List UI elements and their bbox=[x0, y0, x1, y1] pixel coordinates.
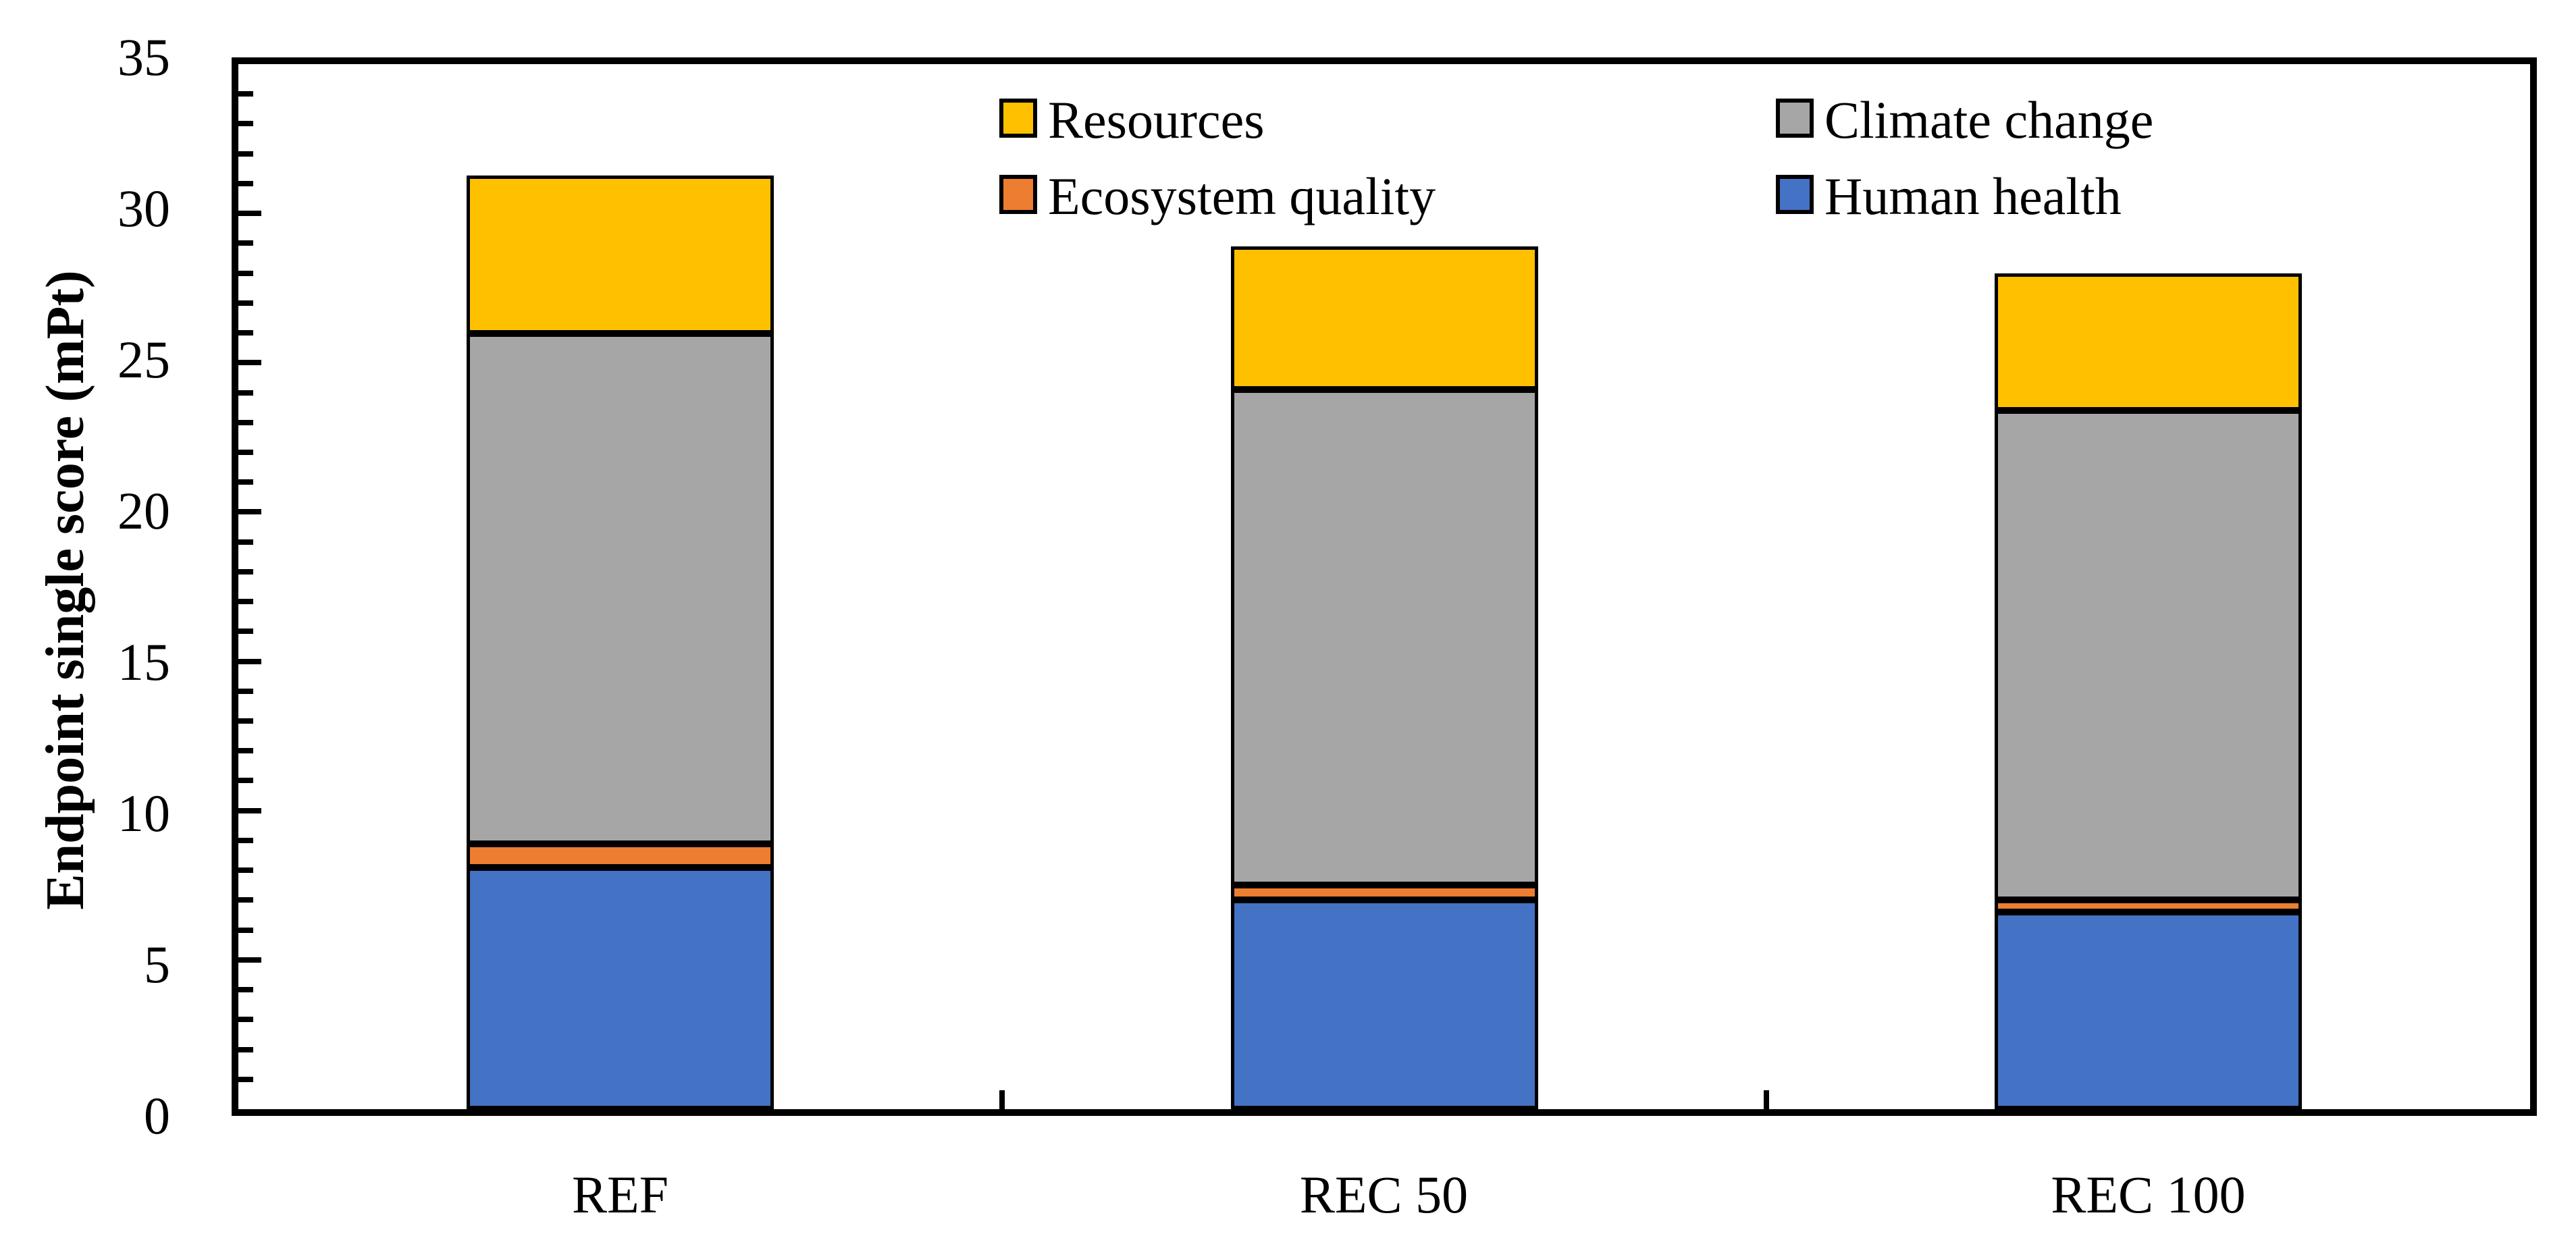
legend-label-resources: Resources bbox=[1048, 90, 1265, 149]
y-axis-tick-label: 15 bbox=[117, 633, 170, 691]
y-axis-major-tick bbox=[238, 957, 261, 963]
y-axis-minor-tick bbox=[238, 987, 253, 993]
y-axis-minor-tick bbox=[238, 837, 253, 843]
x-category-label-rec50: REC 50 bbox=[1299, 1165, 1469, 1224]
bar-segment-ref-resources bbox=[467, 176, 774, 333]
y-axis-tick-label: 5 bbox=[144, 935, 170, 994]
y-axis-minor-tick bbox=[238, 121, 253, 127]
y-axis-major-tick bbox=[238, 360, 261, 366]
bar-segment-ref-human-health bbox=[467, 867, 774, 1109]
bar-segment-ref-ecosystem-quality bbox=[467, 844, 774, 867]
y-axis-minor-tick bbox=[238, 927, 253, 933]
x-category-label-rec100: REC 100 bbox=[2051, 1165, 2246, 1224]
y-axis-minor-tick bbox=[238, 568, 253, 574]
y-axis-minor-tick bbox=[238, 240, 253, 246]
y-axis-tick-label: 20 bbox=[117, 481, 170, 540]
y-axis-minor-tick bbox=[238, 897, 253, 903]
y-axis-minor-tick bbox=[238, 330, 253, 336]
y-axis-minor-tick bbox=[238, 449, 253, 455]
bar-segment-rec-50-human-health bbox=[1230, 900, 1538, 1109]
y-axis-minor-tick bbox=[238, 748, 253, 754]
legend-label-human-health: Human health bbox=[1824, 167, 2122, 225]
bar-segment-rec-50-climate-change bbox=[1230, 390, 1538, 885]
legend-swatch-resources bbox=[999, 99, 1037, 138]
legend-swatch-human-health bbox=[1776, 175, 1814, 214]
bar-segment-rec-50-resources bbox=[1230, 246, 1538, 390]
bar-segment-ref-climate-change bbox=[467, 333, 774, 844]
y-axis-minor-tick bbox=[238, 539, 253, 545]
y-axis-minor-tick bbox=[238, 718, 253, 724]
y-axis-minor-tick bbox=[238, 778, 253, 784]
y-axis-tick-label: 0 bbox=[144, 1086, 170, 1145]
y-axis-minor-tick bbox=[238, 628, 253, 635]
legend-label-climate-change: Climate change bbox=[1824, 90, 2154, 149]
x-axis-category-tick bbox=[1763, 1090, 1769, 1109]
y-axis-minor-tick bbox=[238, 599, 253, 605]
y-axis-minor-tick bbox=[238, 180, 253, 186]
y-axis-minor-tick bbox=[238, 151, 253, 157]
legend-label-ecosystem-quality: Ecosystem quality bbox=[1048, 167, 1436, 225]
x-axis-category-tick bbox=[999, 1090, 1005, 1109]
y-axis-minor-tick bbox=[238, 688, 253, 694]
y-axis-tick-label: 30 bbox=[117, 179, 170, 238]
y-axis-tick-label: 35 bbox=[117, 28, 170, 86]
bar-segment-rec-100-resources bbox=[1994, 273, 2302, 410]
plot-area bbox=[232, 57, 2537, 1116]
y-axis-tick-label: 10 bbox=[117, 784, 170, 843]
legend-swatch-ecosystem-quality bbox=[999, 175, 1037, 214]
bar-segment-rec-100-ecosystem-quality bbox=[1994, 900, 2302, 912]
y-axis-minor-tick bbox=[238, 1046, 253, 1052]
bar-segment-rec-100-human-health bbox=[1994, 912, 2302, 1109]
y-axis-minor-tick bbox=[238, 390, 253, 396]
y-axis-minor-tick bbox=[238, 270, 253, 276]
y-axis-minor-tick bbox=[238, 91, 253, 97]
y-axis-major-tick bbox=[238, 211, 261, 217]
y-axis-minor-tick bbox=[238, 1076, 253, 1082]
y-axis-major-tick bbox=[238, 509, 261, 515]
legend-swatch-climate-change bbox=[1776, 99, 1814, 138]
x-category-label-ref: REF bbox=[571, 1165, 669, 1224]
y-axis-tick-label: 25 bbox=[117, 330, 170, 389]
y-axis-minor-tick bbox=[238, 479, 253, 485]
y-axis-minor-tick bbox=[238, 867, 253, 874]
y-axis-title: Endpoint single score (mPt) bbox=[36, 270, 95, 910]
y-axis-minor-tick bbox=[238, 1017, 253, 1023]
y-axis-major-tick bbox=[238, 807, 261, 813]
y-axis-minor-tick bbox=[238, 419, 253, 425]
y-axis-major-tick bbox=[238, 658, 261, 664]
bar-segment-rec-100-climate-change bbox=[1994, 410, 2302, 900]
y-axis-minor-tick bbox=[238, 300, 253, 306]
bar-segment-rec-50-ecosystem-quality bbox=[1230, 885, 1538, 900]
